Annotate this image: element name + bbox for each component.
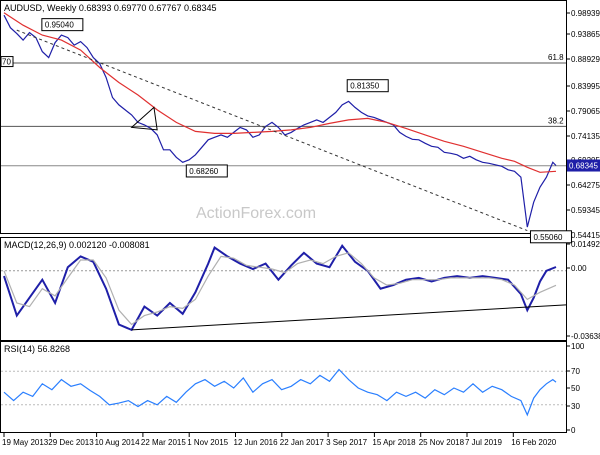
fib-618-label: 61.8: [548, 53, 564, 62]
y-tick-label: 0.98939: [571, 9, 600, 18]
rsi-title: RSI(14) 56.8268: [4, 344, 70, 354]
rsi-panel: [0, 341, 567, 433]
series-line-macd: [3, 243, 557, 332]
x-tick-label: 25 Nov 2018: [419, 438, 465, 447]
series-line-signal: [3, 252, 557, 326]
annotation-box: [185, 164, 228, 178]
x-axis: 19 May 2013 29 Dec 2013 10 Aug 2014 22 Mar …: [2, 433, 557, 447]
series-line-rsi: [3, 368, 557, 417]
y-tick-label: 100: [571, 342, 585, 351]
x-tick-label: 15 Apr 2018: [372, 438, 416, 447]
y-tick-label: 30: [571, 402, 580, 411]
y-tick-label: 0: [571, 426, 576, 435]
y-tick-label: 0.59345: [571, 206, 600, 215]
annotation-label: 0.55060: [533, 233, 562, 242]
price-chart: 0.98939 0.93865 0.88929 0.83995 0.79065 0.741…: [0, 9, 600, 244]
x-tick-label: 3 Sep 2017: [326, 438, 367, 447]
macd-chart: 0.014925 0.00 -0.036389: [1, 240, 600, 341]
y-tick-label: 0.014925: [571, 240, 600, 249]
annotation-label: 0.68260: [189, 167, 218, 176]
x-tick-label: 16 Feb 2020: [511, 438, 556, 447]
annotation-box: [529, 230, 572, 244]
y-tick-label: 0.83995: [571, 82, 600, 91]
price-panel: [0, 0, 567, 234]
y-tick-label: 0.74135: [571, 132, 600, 141]
rsi-chart: 100 70 50 30 0: [1, 342, 585, 435]
y-tick-label: 0.93865: [571, 30, 600, 39]
x-tick-label: 7 Jul 2019: [465, 438, 502, 447]
trendline: [16, 29, 528, 232]
y-tick-label: 0.54415: [571, 231, 600, 240]
watermark: ActionForex.com: [196, 205, 316, 222]
x-tick-label: 10 Aug 2014: [95, 438, 140, 447]
fib-382-label: 38.2: [548, 116, 564, 125]
x-tick-label: 19 May 2013: [2, 438, 49, 447]
macd-title: MACD(12,26,9) 0.002120 -0.008081: [4, 240, 150, 250]
x-tick-label: 1 Nov 2015: [187, 438, 228, 447]
annotation-label: 0.95040: [45, 21, 74, 30]
left-level-label: 70: [2, 58, 11, 67]
macd-panel: [0, 237, 567, 341]
x-tick-label: 22 Jan 2017: [280, 438, 325, 447]
macd-support-line: [131, 304, 567, 331]
x-tick-label: 12 Jun 2016: [234, 438, 279, 447]
y-tick-label: 50: [571, 384, 580, 393]
x-tick-label: 22 Mar 2015: [141, 438, 186, 447]
y-tick-label: 0.79065: [571, 107, 600, 116]
last-price-label: 0.68345: [569, 162, 598, 171]
y-tick-label: 0.88929: [571, 55, 600, 64]
last-price-box: [567, 159, 600, 172]
series-line-moving-average: [3, 12, 557, 173]
x-tick-label: 29 Dec 2013: [48, 438, 94, 447]
annotation-box: [41, 18, 84, 32]
pattern-triangle: [130, 106, 158, 131]
y-tick-label: 0.64275: [571, 181, 600, 190]
y-tick-label: 0.00: [571, 264, 587, 273]
price-title: AUDUSD, Weekly 0.68393 0.69770 0.67767 0…: [4, 3, 216, 13]
annotation-label: 0.81350: [350, 82, 379, 91]
y-tick-label: 70: [571, 367, 580, 376]
annotation-box: [346, 79, 389, 93]
left-level-box: [0, 56, 14, 68]
y-tick-label: -0.036389: [571, 332, 600, 341]
